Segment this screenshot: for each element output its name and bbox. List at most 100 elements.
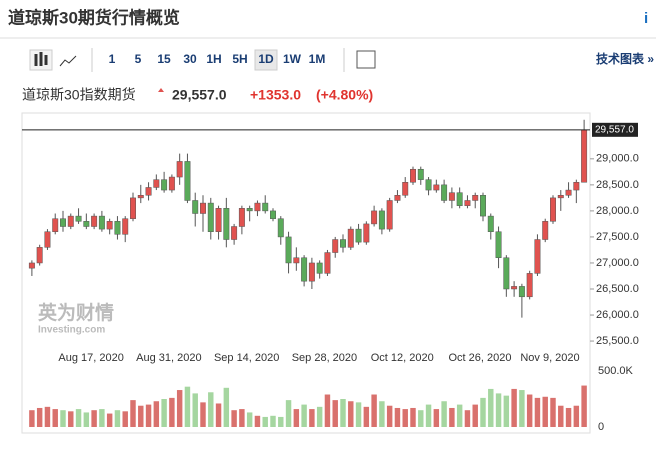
interval-button[interactable]: 1D <box>258 52 274 66</box>
volume-bar <box>145 404 152 427</box>
volume-bar <box>511 388 517 427</box>
candle-body <box>565 189 572 196</box>
candle-body <box>503 257 510 290</box>
page-title: 道琼斯30期货行情概览 <box>8 7 180 27</box>
candle-body <box>238 208 245 227</box>
volume-bar <box>184 386 191 427</box>
interval-button[interactable]: 5 <box>135 52 142 66</box>
volume-bar <box>573 405 580 427</box>
candle-body <box>200 202 206 214</box>
volume-bar <box>293 409 300 427</box>
line-icon[interactable] <box>59 55 77 67</box>
volume-bar <box>309 409 315 427</box>
volume-bar <box>231 410 237 427</box>
volume-bar <box>301 404 307 427</box>
candle-body <box>456 192 463 206</box>
candle-body <box>495 231 502 259</box>
candle-body <box>215 208 222 232</box>
interval-button[interactable]: 5H <box>232 52 247 66</box>
interval-button[interactable]: 1 <box>109 52 116 66</box>
volume-bar <box>176 390 183 427</box>
watermark-en: Investing.com <box>38 325 105 336</box>
volume-bar <box>208 392 214 427</box>
candle-body <box>394 195 401 201</box>
candle-body <box>161 179 168 191</box>
volume-bar <box>410 407 416 427</box>
x-tick-label: Nov 9, 2020 <box>520 352 579 364</box>
candle-body <box>262 202 269 212</box>
interval-button[interactable]: 15 <box>157 52 171 66</box>
interval-button[interactable]: 1H <box>206 52 221 66</box>
volume-bar <box>44 406 51 427</box>
candle-body <box>44 231 51 248</box>
candle-body <box>417 168 424 180</box>
candle-body <box>448 192 455 201</box>
candle-body <box>425 179 432 191</box>
candle-body <box>402 182 409 196</box>
x-tick-label: Oct 26, 2020 <box>449 352 512 364</box>
volume-bar <box>130 400 136 427</box>
tech-chart-link[interactable]: 技术图表 » <box>596 51 654 66</box>
volume-bar <box>340 399 346 427</box>
volume-bar <box>324 394 331 427</box>
volume-bar <box>83 412 90 427</box>
candle-body <box>176 161 183 178</box>
volume-bar <box>488 388 494 427</box>
candle-body <box>277 218 284 238</box>
price: 29,557.0 <box>172 87 227 103</box>
candle-body <box>246 208 253 212</box>
volume-bar <box>565 407 572 427</box>
volume-bar <box>332 400 338 427</box>
interval-button[interactable]: 1W <box>283 52 302 66</box>
volume-bar <box>581 385 587 427</box>
volume-bar <box>542 396 548 427</box>
up-arrow <box>158 88 164 92</box>
volume-bar <box>153 401 160 427</box>
candle-body <box>270 210 276 219</box>
candle-body <box>231 226 238 240</box>
candle-body <box>207 202 214 232</box>
candle-body <box>285 236 292 264</box>
x-tick-label: Aug 17, 2020 <box>58 352 123 364</box>
y-tick-label: 26,000.0 <box>596 309 639 321</box>
volume-bar <box>106 413 113 427</box>
candle-body <box>316 262 323 274</box>
volume-bar <box>348 401 354 427</box>
y-tick-label: 25,500.0 <box>596 335 639 347</box>
volume-bar <box>60 410 66 427</box>
volume-bar <box>169 397 175 427</box>
candle-body <box>581 129 588 183</box>
candle-body <box>130 197 136 219</box>
candle-body <box>28 262 35 269</box>
candle-body <box>137 195 144 199</box>
volume-bar <box>138 405 144 427</box>
interval-button[interactable]: 1M <box>309 52 326 66</box>
candle-body <box>441 184 448 201</box>
volume-bar <box>449 407 455 427</box>
interval-button[interactable]: 30 <box>183 52 197 66</box>
volume-bar <box>441 401 447 427</box>
candle-body <box>332 239 339 253</box>
info-icon[interactable]: i <box>644 10 648 27</box>
candle-body <box>106 221 113 230</box>
volume-bar <box>262 416 268 427</box>
candle-body <box>542 221 549 240</box>
table-icon[interactable] <box>356 50 376 69</box>
volume-bar <box>534 397 541 427</box>
y-tick-label: 26,500.0 <box>596 283 639 295</box>
candle-body <box>464 200 471 206</box>
volume-bar <box>472 404 478 427</box>
candle-body <box>145 187 152 196</box>
change-pct: (+4.80%) <box>316 87 373 103</box>
candle-body <box>511 286 518 290</box>
x-tick-label: Sep 28, 2020 <box>292 352 357 364</box>
volume-bar <box>122 411 128 427</box>
volume-bar <box>418 410 424 427</box>
candle-body <box>153 179 160 188</box>
candle-body <box>301 257 308 282</box>
volume-bar <box>316 406 323 427</box>
volume-tick-label: 500.0K <box>598 365 634 377</box>
candle-body <box>340 239 346 248</box>
candle-body <box>433 184 440 191</box>
instrument-name: 道琼斯30指数期货 <box>22 87 136 103</box>
